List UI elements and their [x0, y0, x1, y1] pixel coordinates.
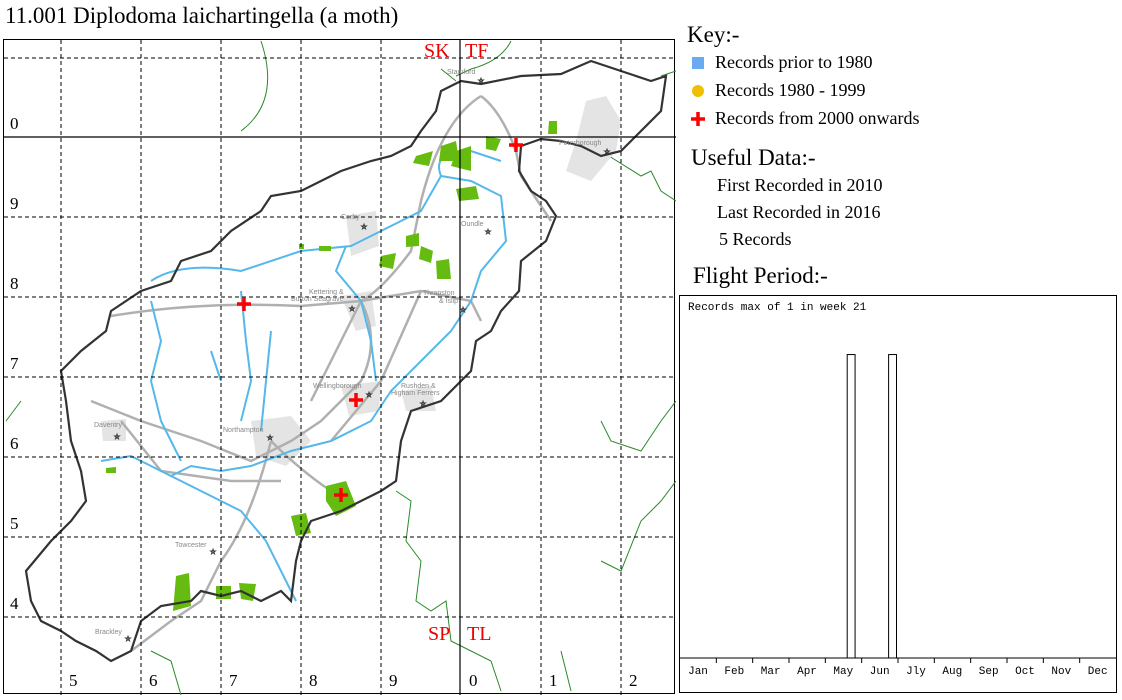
cross-marker-icon: [691, 112, 705, 126]
month-label: Oct: [1015, 666, 1035, 678]
town-label: Peterborough: [559, 140, 602, 147]
month-label: Feb: [724, 666, 745, 678]
easting-label: 7: [229, 671, 238, 690]
town-label: Rushden &: [401, 383, 436, 390]
record-cross-icon: [237, 297, 251, 311]
month-label: May: [833, 666, 854, 678]
record-cross-icon: [334, 488, 348, 502]
grid-code-tf: TF: [465, 40, 489, 62]
month-label: Jan: [688, 666, 708, 678]
neighbour-boundaries: [5, 40, 676, 695]
flight-period-heading: Flight Period:-: [693, 263, 828, 288]
month-label: Jly: [906, 666, 926, 678]
easting-label: 9: [389, 671, 398, 690]
town-star-icon: ☆: [460, 306, 466, 314]
town-star-icon: ☆: [267, 434, 273, 442]
northing-label: 0: [10, 114, 19, 133]
town-label: Corby: [341, 214, 360, 221]
easting-label: 6: [149, 671, 158, 690]
northing-label: 7: [10, 354, 19, 373]
easting-label: 2: [629, 671, 638, 690]
record-cross-icon: [509, 138, 523, 152]
town-label: Northampton: [223, 427, 264, 434]
month-label: Jun: [869, 666, 890, 678]
month-label: Apr: [797, 666, 817, 678]
chart-plot: [680, 354, 1116, 663]
key-item-pre-1980: Records prior to 1980: [715, 52, 873, 72]
records-2000-onwards: [237, 138, 523, 502]
easting-label: 8: [309, 671, 318, 690]
grid-code-sk: SK: [424, 40, 450, 62]
urban-areas: [101, 96, 621, 466]
useful-data-heading: Useful Data:-: [691, 145, 816, 170]
town-star-icon: ☆: [210, 548, 216, 556]
northing-label: 4: [10, 594, 19, 613]
town-star-icon: ☆: [485, 228, 491, 236]
flight-period-chart: Records max of 1 in week 21 Jan Feb Mar Apr…: [679, 295, 1117, 693]
county-boundary: [24, 59, 668, 663]
grid-code-tl: TL: [467, 623, 492, 645]
month-label: Mar: [760, 666, 781, 678]
town-star-icon: ☆: [361, 223, 367, 231]
grid-lines: [4, 40, 676, 695]
easting-label: 0: [469, 671, 478, 690]
week-bar: [846, 354, 856, 659]
key-heading: Key:-: [687, 22, 740, 47]
grid-code-sp: SP: [428, 623, 451, 645]
key-item-1980-1999: Records 1980 - 1999: [715, 80, 866, 100]
rivers: [100, 149, 508, 602]
easting-label: 5: [69, 671, 78, 690]
town-label: Stamford: [447, 69, 476, 76]
month-label: Nov: [1051, 666, 1072, 678]
last-recorded: Last Recorded in 2016: [717, 202, 881, 222]
town-markers: ☆ ☆ ☆ ☆ ☆ ☆ ☆ ☆ ☆ ☆ ☆ ☆: [113, 77, 610, 644]
town-label: Thrapston: [423, 290, 455, 297]
town-label: Wellingborough: [313, 383, 362, 390]
town-star-icon: ☆: [366, 391, 372, 399]
northing-label: 6: [10, 434, 19, 453]
page-title: 11.001 Diplodoma laichartingella (a moth…: [5, 3, 399, 28]
town-label: & Islip: [439, 298, 458, 305]
month-label: Aug: [942, 666, 963, 678]
town-star-icon: ☆: [125, 635, 131, 643]
easting-label: 1: [549, 671, 558, 690]
town-label: Brackley: [95, 629, 122, 636]
map-canvas: ☆ ☆ ☆ ☆ ☆ ☆ ☆ ☆ ☆ ☆ ☆ ☆ Stamford Peterborough …: [4, 40, 676, 695]
month-label: Sep: [978, 666, 999, 678]
key-item-2000-onwards: Records from 2000 onwards: [715, 108, 920, 128]
town-star-icon: ☆: [478, 77, 484, 85]
week-bar: [888, 354, 898, 659]
northing-label: 9: [10, 194, 19, 213]
roads: [90, 94, 553, 652]
circle-marker-icon: [692, 85, 704, 97]
northing-label: 5: [10, 514, 19, 533]
distribution-map: ☆ ☆ ☆ ☆ ☆ ☆ ☆ ☆ ☆ ☆ ☆ ☆ Stamford Peterborough …: [3, 39, 676, 695]
square-marker-icon: [692, 57, 704, 69]
town-star-icon: ☆: [114, 433, 120, 441]
town-label: Burton Seagrave: [291, 296, 344, 303]
grid-square-boundaries: [4, 40, 676, 695]
town-label: Oundle: [461, 221, 484, 228]
record-cross-icon: [349, 393, 363, 407]
chart-note: Records max of 1 in week 21: [688, 302, 867, 314]
town-star-icon: ☆: [349, 305, 355, 313]
town-label: Daventry: [94, 422, 123, 429]
northing-label: 8: [10, 274, 19, 293]
first-recorded: First Recorded in 2010: [717, 175, 883, 195]
record-count: 5 Records: [719, 229, 792, 249]
month-label: Dec: [1087, 666, 1108, 678]
town-labels: Stamford Peterborough Corby Oundle Kette…: [94, 69, 602, 636]
town-star-icon: ☆: [604, 148, 610, 156]
town-star-icon: ☆: [420, 400, 426, 408]
town-label: Kettering &: [309, 289, 344, 296]
town-label: Towcester: [175, 542, 207, 549]
town-label: Higham Ferrers: [391, 390, 440, 397]
